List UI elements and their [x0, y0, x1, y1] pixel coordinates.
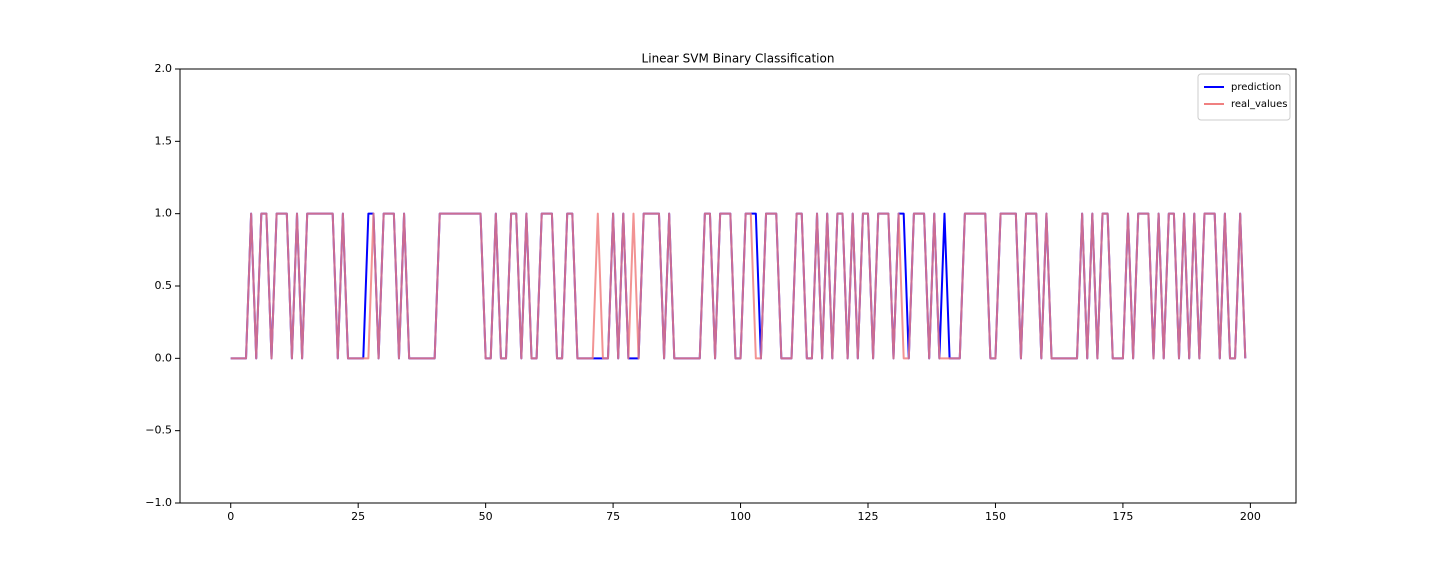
x-tick-label: 0: [227, 510, 234, 523]
y-tick-label: 1.5: [155, 134, 173, 147]
y-tick-label: 0.5: [155, 279, 173, 292]
y-tick-label: 0.0: [155, 351, 173, 364]
x-tick-label: 50: [479, 510, 493, 523]
series-line: [230, 212, 1247, 360]
chart-title: Linear SVM Binary Classification: [642, 52, 835, 66]
x-tick-label: 175: [1112, 510, 1133, 523]
y-tick-label: 2.0: [155, 62, 173, 75]
legend-label: real_values: [1231, 99, 1287, 110]
plot-frame: [179, 68, 1297, 504]
y-tick-label: −0.5: [145, 424, 172, 437]
legend-label: prediction: [1231, 82, 1281, 93]
y-tick-label: 1.0: [155, 207, 173, 220]
x-tick-label: 100: [730, 510, 751, 523]
x-tick-label: 200: [1240, 510, 1261, 523]
x-tick-label: 125: [858, 510, 879, 523]
x-tick-label: 25: [351, 510, 365, 523]
legend-box: [1197, 73, 1291, 121]
y-tick-label: −1.0: [145, 496, 172, 509]
x-tick-label: 150: [985, 510, 1006, 523]
x-tick-label: 75: [606, 510, 620, 523]
legend: prediction real_values: [1197, 73, 1291, 121]
